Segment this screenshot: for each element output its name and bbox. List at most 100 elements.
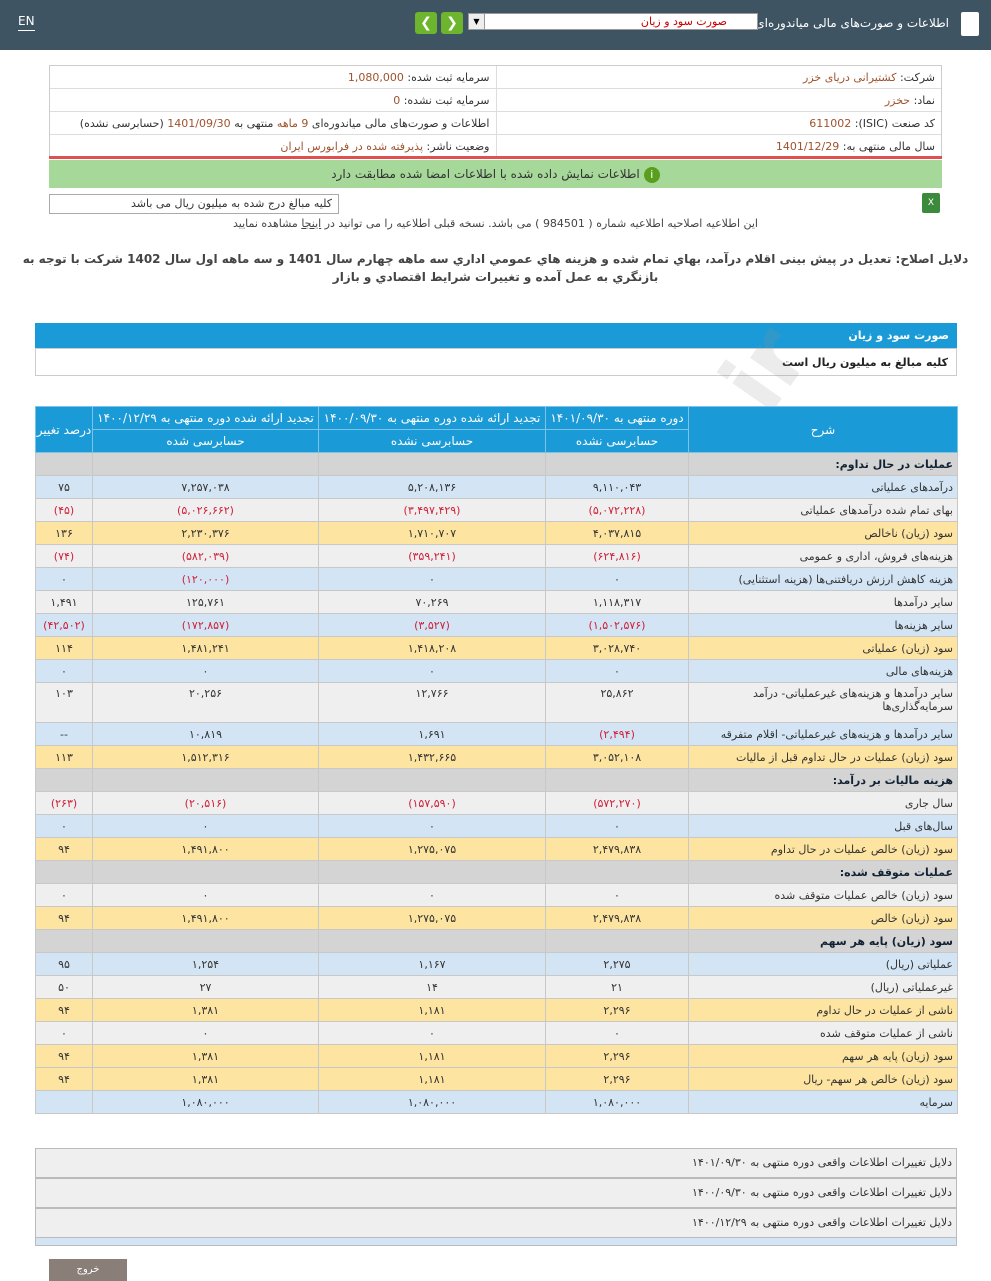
exit-button[interactable]: خروج (49, 1259, 127, 1281)
table-row: سال‌های قبل ۰ ۰ ۰ ۰ (35, 814, 958, 838)
cell-value: ۰ (35, 567, 93, 591)
cell-value: ۱,۱۱۸,۳۱۷ (545, 590, 689, 614)
cell-value (35, 929, 93, 953)
row-label: سایر هزینه‌ها (688, 613, 958, 637)
cell-value: ۱۳۶ (35, 521, 93, 545)
prev-button[interactable]: ❮ (415, 12, 437, 34)
notice-text: مشاهده نمایید (232, 217, 302, 230)
cell-value: ۲۰,۲۵۶ (92, 682, 319, 723)
section-row: هزینه مالیات بر درآمد: (35, 768, 958, 792)
footnote-text: دلایل تغییرات اطلاعات واقعی دوره منتهی ب… (36, 1179, 956, 1207)
cell-value: ۰ (35, 814, 93, 838)
cell-value: ۹۴ (35, 1067, 93, 1091)
table-row: هزینه‌های فروش، اداری و عمومی (۶۲۴,۸۱۶) (۳… (35, 544, 958, 568)
cell-value (35, 768, 93, 792)
cell-value: ۱,۱۸۱ (318, 1067, 546, 1091)
cell-value: ۲,۴۷۹,۸۳۸ (545, 837, 689, 861)
cell-value: ۰ (318, 814, 546, 838)
isic-code: 611002 (809, 117, 852, 130)
row-label: سود (زیان) خالص هر سهم- ریال (688, 1067, 958, 1091)
row-label: سود (زیان) خالص عملیات متوقف شده (688, 883, 958, 907)
table-row: ناشی از عملیات متوقف شده ۰ ۰ ۰ ۰ (35, 1021, 958, 1045)
cell-value (545, 452, 689, 476)
cell-value: ۱,۷۱۰,۷۰۷ (318, 521, 546, 545)
cell-value (318, 768, 546, 792)
row-label: سال جاری (688, 791, 958, 815)
cell-value: (۵,۰۷۲,۲۲۸) (545, 498, 689, 522)
cell-value: ۹۴ (35, 837, 93, 861)
report-select[interactable]: صورت سود و زیان ▼ (468, 13, 758, 30)
issuer-status: پذیرفته شده در فرابورس ایران (280, 140, 424, 153)
row-label: عملیاتی (ریال) (688, 952, 958, 976)
row-label: سایر درآمدها و هزینه‌های غیرعملیاتی- اقل… (688, 722, 958, 746)
cell-value: (۷۴) (35, 544, 93, 568)
table-row: هزینه‌های مالی ۰ ۰ ۰ ۰ (35, 659, 958, 683)
table-row: سال جاری (۵۷۲,۲۷۰) (۱۵۷,۵۹۰) (۲۰,۵۱۶) (۲۶۳) (35, 791, 958, 815)
cell-value: ۴,۰۳۷,۸۱۵ (545, 521, 689, 545)
row-label: هزینه‌های مالی (688, 659, 958, 683)
dropdown-arrow-icon[interactable]: ▼ (469, 14, 485, 29)
cell-value: (۱۲۰,۰۰۰) (92, 567, 319, 591)
cell-value: ۱,۳۸۱ (92, 998, 319, 1022)
label: نماد: (913, 94, 935, 107)
cell-value: ۱,۲۵۴ (92, 952, 319, 976)
row-label: سود (زیان) خالص (688, 906, 958, 930)
section-row: سود (زیان) پایه هر سهم (35, 929, 958, 953)
subheader: حسابرسی نشده (318, 429, 546, 453)
header-col2: تجدید ارائه شده دوره منتهی به ۱۴۰۰/۰۹/۳۰ (318, 406, 546, 430)
label: شرکت: (899, 71, 935, 84)
next-button[interactable]: ❯ (441, 12, 463, 34)
cell-value (92, 768, 319, 792)
divider (49, 156, 942, 159)
previous-version-link[interactable]: اینجا (301, 217, 322, 230)
symbol: حخزر (884, 94, 911, 107)
info-icon: i (643, 166, 660, 183)
cell-value: ۱۰,۸۱۹ (92, 722, 319, 746)
row-label: سال‌های قبل (688, 814, 958, 838)
cell-value: ۹۵ (35, 952, 93, 976)
label: سال مالی منتهی به: (842, 140, 935, 153)
cell-value: ۰ (92, 659, 319, 683)
cell-value: ۱,۴۹۱,۸۰۰ (92, 906, 319, 930)
cell-value: ۲,۲۹۶ (545, 1044, 689, 1068)
cell-value: (۱۵۷,۵۹۰) (318, 791, 546, 815)
section-row: عملیات متوقف شده: (35, 860, 958, 884)
cell-value: ۱۰۳ (35, 682, 93, 723)
language-toggle[interactable]: EN (18, 14, 35, 31)
period-date: 1401/09/30 (167, 117, 231, 130)
cell-value: ۰ (318, 883, 546, 907)
label: سرمایه ثبت شده: (407, 71, 490, 84)
report-select-value: صورت سود و زیان (640, 15, 727, 28)
table-row: بهای تمام شده درآمدهای عملیاتی (۵,۰۷۲,۲۲۸… (35, 498, 958, 522)
excel-icon[interactable]: X (922, 193, 940, 213)
table-row: سرمایه ۱,۰۸۰,۰۰۰ ۱,۰۸۰,۰۰۰ ۱,۰۸۰,۰۰۰ (35, 1090, 958, 1114)
table-row: سایر درآمدها و هزینه‌های غیرعملیاتی- درآ… (35, 682, 958, 723)
cell-value: -- (35, 722, 93, 746)
cell-value (318, 929, 546, 953)
cell-value: ۲,۲۳۰,۳۷۶ (92, 521, 319, 545)
table-row: عملیاتی (ریال) ۲,۲۷۵ ۱,۱۶۷ ۱,۲۵۴ ۹۵ (35, 952, 958, 976)
cell-value: ۵۰ (35, 975, 93, 999)
table-row: غیرعملیاتی (ریال) ۲۱ ۱۴ ۲۷ ۵۰ (35, 975, 958, 999)
cell-value: ۰ (545, 1021, 689, 1045)
cell-value: ۰ (92, 814, 319, 838)
cell-value: ۱,۲۷۵,۰۷۵ (318, 906, 546, 930)
cell-value: ۱۱۳ (35, 745, 93, 769)
period-months: 9 ماهه (276, 117, 309, 130)
label: سرمایه ثبت نشده: (403, 94, 490, 107)
cell-value: ۱۲۵,۷۶۱ (92, 590, 319, 614)
cell-value: ۱,۱۸۱ (318, 998, 546, 1022)
cell-value: ۱,۴۹۱ (35, 590, 93, 614)
cell-value: (۱۷۲,۸۵۷) (92, 613, 319, 637)
cell-value: ۱,۴۹۱,۸۰۰ (92, 837, 319, 861)
cell-value: ۲۱ (545, 975, 689, 999)
unit-select[interactable]: کلیه مبالغ درج شده به میلیون ریال می باش… (49, 194, 339, 214)
cell-value: (۵,۰۲۶,۶۶۲) (92, 498, 319, 522)
header-percent-change: درصد تغییر (35, 406, 93, 453)
cell-value: ۱,۴۳۲,۶۶۵ (318, 745, 546, 769)
cell-value: ۱,۴۱۸,۲۰۸ (318, 636, 546, 660)
cell-value: ۹۴ (35, 998, 93, 1022)
table-row: سود (زیان) عملیاتی ۳,۰۲۸,۷۴۰ ۱,۴۱۸,۲۰۸ ۱,۴۸… (35, 636, 958, 660)
table-row: سود (زیان) خالص هر سهم- ریال ۲,۲۹۶ ۱,۱۸۱ ۱,… (35, 1067, 958, 1091)
cell-value (318, 860, 546, 884)
